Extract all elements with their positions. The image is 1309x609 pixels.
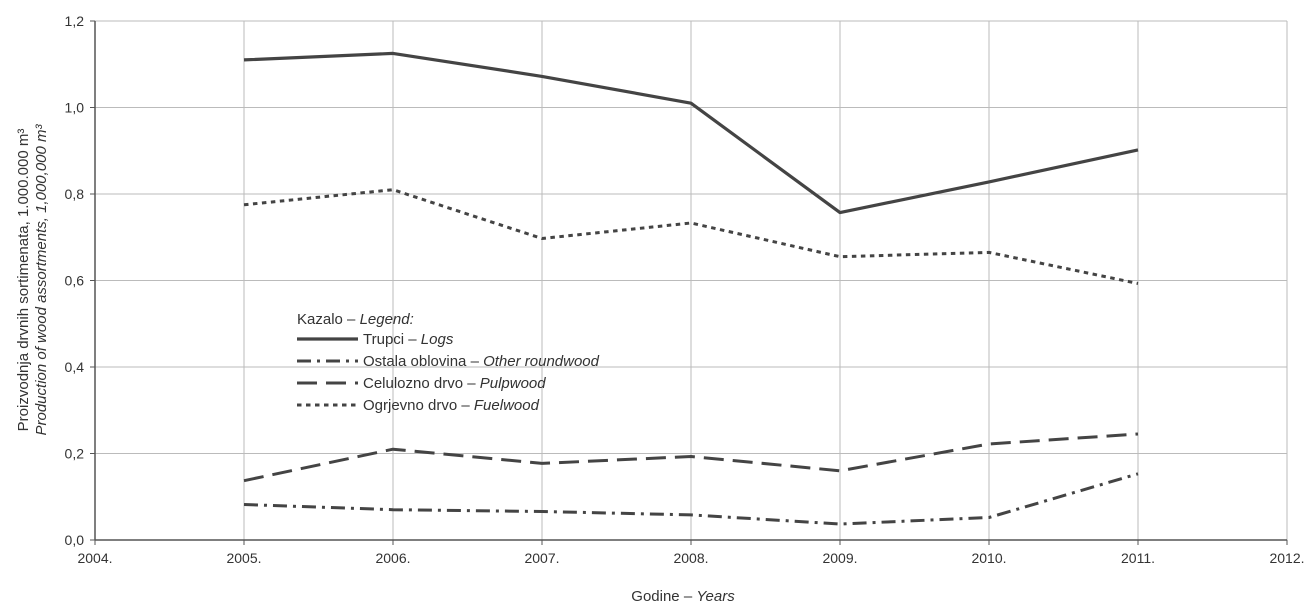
y-tick-label: 1,2 <box>65 13 85 29</box>
y-tick-label: 0,8 <box>65 186 85 202</box>
axes-layer <box>90 20 1288 545</box>
grid-layer <box>95 20 1288 540</box>
legend-label: Trupci – Logs <box>363 331 454 348</box>
legend-label: Ogrjevno drvo – Fuelwood <box>363 397 540 414</box>
x-tick-label: 2011. <box>1121 550 1155 566</box>
x-tick-label: 2009. <box>822 550 857 566</box>
y-axis-label-line2: Production of wood assortments, 1,000,00… <box>33 124 50 436</box>
y-axis-label-line1: Proizvodnja drvnih sortimenata, 1.000.00… <box>15 129 32 432</box>
y-tick-label: 0,6 <box>65 273 85 289</box>
y-axis-label: Proizvodnja drvnih sortimenata, 1.000.00… <box>15 124 50 436</box>
legend-label: Celulozno drvo – Pulpwood <box>363 375 546 392</box>
legend: Kazalo – Legend: Trupci – Logs Ostala obl… <box>297 311 600 414</box>
x-tick-label: 2012. <box>1269 550 1304 566</box>
x-tick-label: 2004. <box>77 550 112 566</box>
y-tick-label: 1,0 <box>65 100 85 116</box>
series-line-1 <box>243 51 1139 215</box>
series-line-3 <box>243 432 1139 483</box>
x-tick-label: 2005. <box>226 550 261 566</box>
legend-items: Trupci – Logs Ostala oblovina – Other rou… <box>297 331 600 414</box>
x-tick-label: 2010. <box>971 550 1006 566</box>
x-tick-label: 2008. <box>673 550 708 566</box>
legend-title: Kazalo – Legend: <box>297 311 414 328</box>
series-line-2 <box>243 472 1139 526</box>
y-tick-label: 0,0 <box>65 532 85 548</box>
series-layer <box>243 51 1139 526</box>
ticks-layer: 2004. 2005. 2006. 2007. 2008. 2009. 2010. 2011.… <box>65 13 1305 566</box>
x-tick-label: 2007. <box>524 550 559 566</box>
legend-label: Ostala oblovina – Other roundwood <box>363 353 600 370</box>
y-tick-label: 0,4 <box>65 359 85 375</box>
y-tick-label: 0,2 <box>65 446 85 462</box>
series-line-4 <box>243 188 1139 285</box>
x-axis-label: Godine – Years <box>631 588 735 605</box>
x-tick-label: 2006. <box>375 550 410 566</box>
